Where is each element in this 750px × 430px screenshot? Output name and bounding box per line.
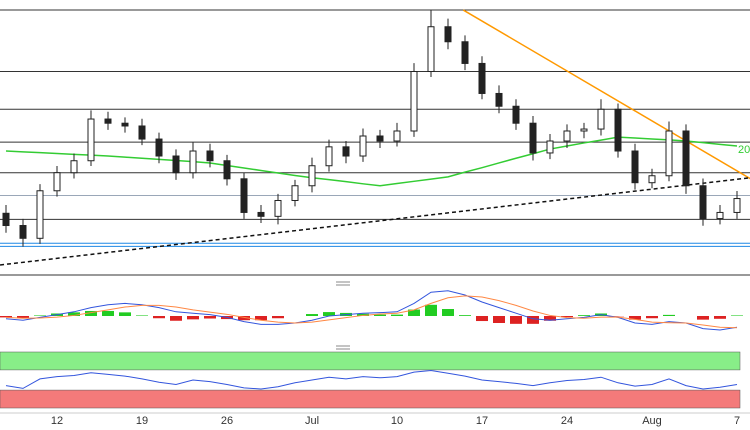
- histogram-bar: [425, 304, 437, 316]
- histogram-bar: [527, 316, 539, 324]
- candle-body: [512, 105, 520, 124]
- indicator-line: [5, 369, 738, 390]
- candle-body: [665, 130, 673, 177]
- candle-body: [155, 138, 163, 157]
- histogram-bar: [119, 312, 131, 316]
- candle-body: [393, 130, 401, 142]
- candle-body: [495, 92, 503, 107]
- histogram-bar: [697, 316, 709, 320]
- histogram-bar: [238, 316, 250, 321]
- candle-body: [172, 155, 180, 174]
- histogram-bar: [731, 315, 743, 316]
- histogram-bar: [646, 316, 658, 319]
- candle-body: [682, 130, 690, 187]
- histogram-bar: [374, 314, 386, 316]
- panel-handles: [336, 281, 350, 350]
- candle-body: [478, 62, 486, 94]
- candle-body: [733, 198, 741, 213]
- candle-body: [274, 199, 282, 217]
- candle-body: [427, 26, 435, 72]
- histogram-bar: [442, 309, 454, 316]
- candle-body: [325, 146, 333, 167]
- histogram-bar: [408, 309, 420, 316]
- candle-body: [580, 128, 588, 132]
- candle-body: [53, 172, 61, 192]
- candle-body: [359, 135, 367, 157]
- series-label: 200: [738, 144, 750, 156]
- histogram-bar: [170, 316, 182, 321]
- histogram-bar: [578, 315, 590, 316]
- histogram-bar: [663, 314, 675, 316]
- candle-body: [36, 190, 44, 239]
- histogram-bar: [255, 316, 267, 321]
- candle-body: [342, 146, 350, 157]
- candle-body: [614, 108, 622, 152]
- x-tick-label: 17: [476, 415, 488, 427]
- histogram-bar: [357, 313, 369, 316]
- histogram-bar: [85, 310, 97, 316]
- x-tick-label: Jul: [305, 415, 319, 427]
- trend-line: [462, 9, 750, 180]
- histogram-bar: [493, 316, 505, 323]
- histogram-bar: [34, 315, 46, 316]
- candle-body: [223, 160, 231, 180]
- candle-body: [716, 211, 724, 220]
- candle-body: [631, 150, 639, 184]
- histogram-bar: [544, 316, 556, 321]
- candle-body: [563, 130, 571, 142]
- x-tick-label: 7: [734, 415, 740, 427]
- candle-body: [410, 71, 418, 132]
- histogram-bar: [136, 315, 148, 316]
- candle-body: [308, 165, 316, 187]
- histogram-bar: [629, 316, 641, 320]
- candle-body: [291, 185, 299, 201]
- histogram-bar: [714, 316, 726, 319]
- signal-line: [5, 295, 738, 329]
- candle-body: [699, 185, 707, 220]
- histogram-bar: [323, 312, 335, 316]
- candle-body: [104, 118, 112, 124]
- candle-body: [87, 118, 95, 162]
- x-tick-label: 26: [221, 415, 233, 427]
- candle-body: [546, 140, 554, 154]
- band: [0, 351, 741, 371]
- histogram-bar: [391, 314, 403, 316]
- candle-body: [597, 108, 605, 130]
- candle-body: [138, 125, 146, 140]
- candle-body: [444, 26, 452, 43]
- candle-body: [648, 175, 656, 184]
- candle-body: [257, 211, 265, 217]
- candle-body: [376, 135, 384, 142]
- histogram-bar: [204, 316, 216, 319]
- histogram-bar: [187, 316, 199, 320]
- x-tick-label: 12: [51, 415, 63, 427]
- histogram-bar: [17, 316, 29, 318]
- histogram-bar: [0, 316, 12, 318]
- candle-body: [240, 178, 248, 213]
- candle-body: [189, 150, 197, 174]
- x-tick-label: 24: [561, 415, 573, 427]
- candle-body: [19, 225, 27, 239]
- candle-body: [70, 160, 78, 174]
- candle-body: [461, 41, 469, 64]
- histogram-bar: [153, 316, 165, 319]
- candle-body: [2, 212, 10, 227]
- histogram-bar: [510, 316, 522, 324]
- histogram-bar: [306, 314, 318, 316]
- histogram-bar: [102, 310, 114, 316]
- band: [0, 389, 741, 409]
- x-tick-label: Aug: [642, 415, 662, 427]
- histogram-bar: [272, 316, 284, 319]
- x-tick-label: 19: [136, 415, 148, 427]
- candle-body: [206, 150, 214, 162]
- histogram-bar: [476, 316, 488, 322]
- histogram-bar: [561, 316, 573, 318]
- candle-body: [121, 122, 129, 127]
- candle-body: [529, 122, 537, 154]
- x-tick-label: 10: [391, 415, 403, 427]
- histogram-bar: [68, 312, 80, 316]
- histogram-bar: [459, 315, 471, 316]
